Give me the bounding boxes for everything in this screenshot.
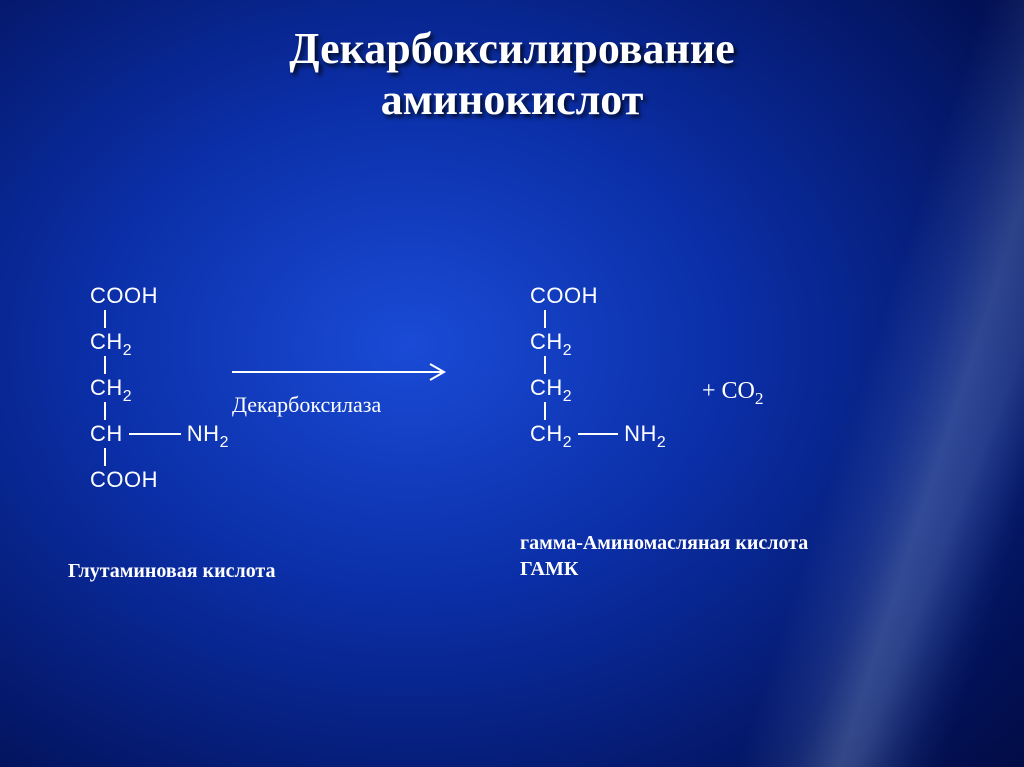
molecule-glutamic-acid: COOH CH2 CH2 CH NH2 COOH: [90, 282, 229, 494]
vertical-bond: [544, 402, 546, 420]
byproduct-formula-base: CO: [722, 378, 755, 404]
molecule-gaba: COOH CH2 CH2 CH2 NH2: [530, 282, 666, 448]
formula-row: CH2: [530, 328, 666, 356]
formula-row: CH2: [90, 328, 229, 356]
slide-title-line1: Декарбоксилирование: [289, 24, 734, 73]
molecule-left-name: Глутаминовая кислота: [68, 560, 276, 583]
atom-label: NH2: [624, 421, 666, 447]
atom-label: CH2: [90, 329, 132, 355]
slide-title: Декарбоксилирование аминокислот: [0, 24, 1024, 125]
reaction-arrow: [232, 360, 472, 389]
atom-label: COOH: [530, 283, 598, 309]
slide-stage: Декарбоксилирование аминокислот COOHCH2C…: [0, 0, 1024, 767]
arrow-icon: [232, 360, 472, 384]
molecule-right-name-line2: ГАМК: [520, 558, 578, 580]
atom-label: CH2: [530, 421, 572, 447]
formula-row: CH2: [90, 374, 229, 402]
vertical-bond: [104, 356, 106, 374]
atom-label: CH2: [90, 375, 132, 401]
atom-label: CH2: [530, 329, 572, 355]
formula-row: COOH: [90, 282, 229, 310]
atom-label: COOH: [90, 467, 158, 493]
formula-row: COOH: [530, 282, 666, 310]
atom-label: CH2: [530, 375, 572, 401]
atom-label: CH: [90, 421, 123, 447]
atom-label: NH2: [187, 421, 229, 447]
vertical-bond: [544, 310, 546, 328]
horizontal-bond: [578, 433, 618, 435]
vertical-bond: [104, 448, 106, 466]
horizontal-bond: [129, 433, 181, 435]
vertical-bond: [104, 310, 106, 328]
vertical-bond: [104, 402, 106, 420]
byproduct-co2: + CO2: [702, 378, 764, 405]
atom-label: COOH: [90, 283, 158, 309]
formula-row-branch: CH NH2: [90, 420, 229, 448]
vertical-bond: [544, 356, 546, 374]
reaction-enzyme-label: Декарбоксилаза: [232, 392, 381, 418]
molecule-right-name-line1: гамма-Аминомасляная кислота: [520, 532, 808, 554]
byproduct-prefix: +: [702, 378, 722, 404]
slide-title-line2: аминокислот: [381, 75, 644, 124]
molecule-right-name: гамма-Аминомасляная кислота ГАМК: [520, 530, 808, 582]
formula-row: COOH: [90, 466, 229, 494]
byproduct-formula-sub: 2: [755, 389, 764, 408]
formula-row-branch: CH2 NH2: [530, 420, 666, 448]
formula-row: CH2: [530, 374, 666, 402]
